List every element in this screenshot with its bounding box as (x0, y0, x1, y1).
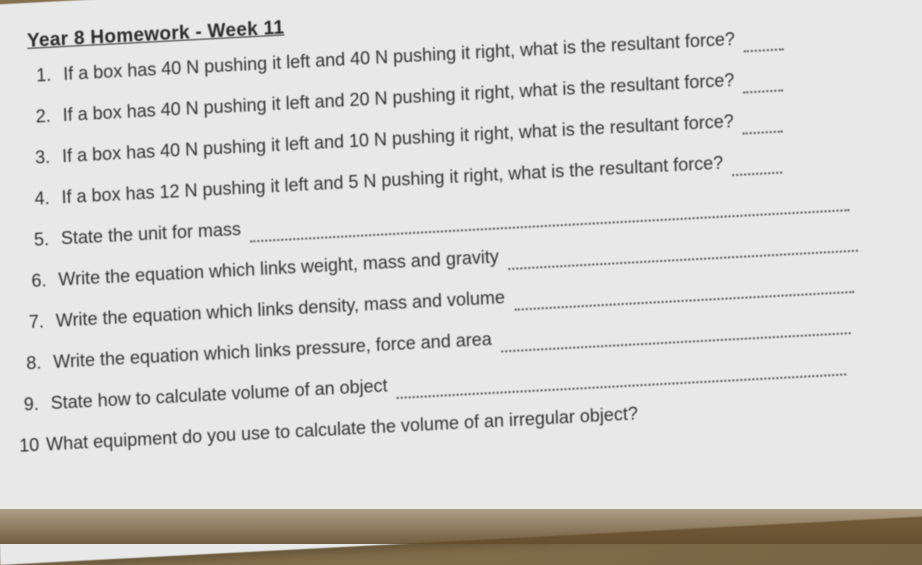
answer-line (732, 156, 783, 177)
question-number: 2. (35, 102, 58, 130)
answer-line (501, 316, 851, 352)
question-text: Write the equation which links pressure,… (53, 329, 492, 372)
answer-line (508, 234, 858, 270)
question-text: Write the equation which links weight, m… (58, 246, 499, 289)
question-number: 7. (28, 308, 51, 336)
question-number: 1. (36, 61, 59, 89)
question-number: 6. (31, 267, 54, 295)
question-number: 10 (19, 432, 42, 460)
question-number: 8. (26, 349, 49, 377)
question-text: Write the equation which links density, … (56, 287, 506, 331)
answer-line (744, 32, 785, 52)
question-number: 5. (34, 226, 57, 254)
question-text: State the unit for mass (61, 219, 242, 248)
answer-line (743, 73, 784, 93)
desk-surface (0, 509, 922, 544)
worksheet-paper: Year 8 Homework - Week 11 1. If a box ha… (0, 0, 922, 565)
answer-line (743, 114, 784, 134)
question-number: 4. (34, 185, 57, 213)
answer-line (514, 275, 854, 311)
question-number: 3. (35, 143, 58, 171)
question-number: 9. (23, 390, 46, 418)
question-text: State how to calculate volume of an obje… (50, 375, 387, 413)
